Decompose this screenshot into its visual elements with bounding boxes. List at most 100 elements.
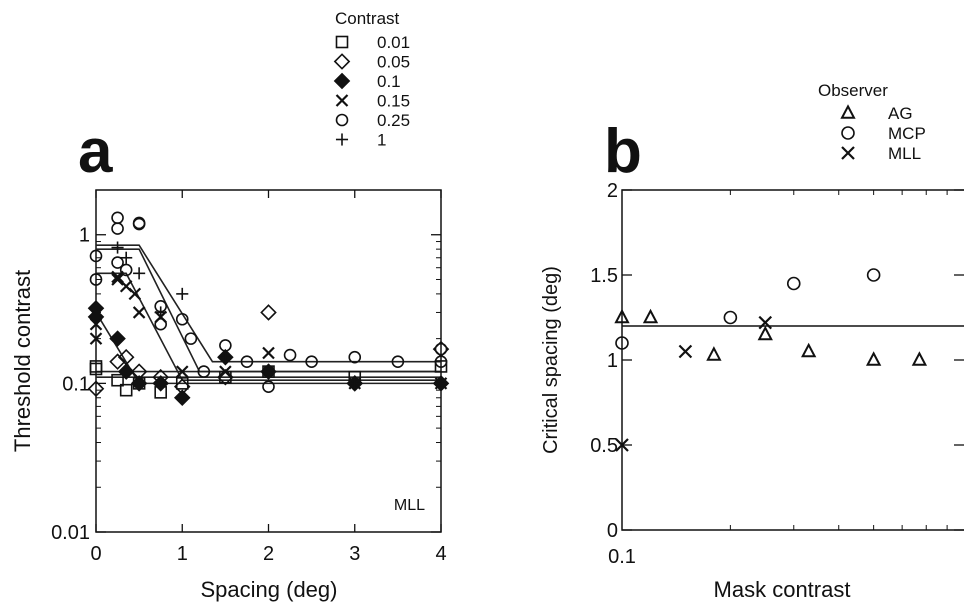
panel-a-point-series-3 <box>89 317 103 331</box>
panel-b-point-series-0 <box>706 346 722 361</box>
panel-a-legend-label: 0.01 <box>377 33 410 52</box>
panel-a-point-series-3 <box>132 306 146 319</box>
panel-a-point-series-1 <box>260 304 277 321</box>
panel-a-legend-marker <box>335 35 349 49</box>
panel-b-data-points <box>614 268 928 452</box>
panel-a-legend-label: 1 <box>377 131 386 150</box>
panel-a-point-series-4 <box>391 355 405 368</box>
panel-a-point-series-4 <box>111 222 124 235</box>
panel-a-y-tick-label: 0.1 <box>62 373 90 395</box>
panel-b-y-tick-label: 0.5 <box>590 435 618 457</box>
panel-b-point-series-1 <box>786 276 801 291</box>
panel-a-point-series-5 <box>154 306 167 319</box>
panel-a-fit-line-3 <box>96 272 441 382</box>
panel-b-x-tick-label: 0.1 <box>608 546 636 568</box>
panel-b-ticks: 00.511.520.11 <box>590 180 964 568</box>
panel-a-point-series-5 <box>348 377 361 390</box>
panel-b-y-tick-label: 1 <box>607 350 618 372</box>
panel-a-legend-label: 0.05 <box>377 53 410 72</box>
panel-a-y-tick-label: 1 <box>79 225 90 247</box>
panel-a-legend-marker <box>335 113 349 127</box>
panel-b-legend-label: MCP <box>888 124 926 143</box>
panel-a-point-series-5 <box>133 267 146 280</box>
panel-b-legend-marker <box>840 104 856 119</box>
panel-a-legend-marker <box>333 53 351 70</box>
panel-b-point-series-0 <box>642 308 659 324</box>
panel-b-y-tick-label: 0 <box>607 520 618 542</box>
panel-a-legend-label: 0.1 <box>377 72 401 91</box>
panel-a-point-series-4 <box>184 332 198 345</box>
panel-a-ticks: 0 1 2 3 4 0.01 0.1 1 <box>51 189 447 565</box>
panel-a-point-series-4 <box>89 249 103 263</box>
panel-a-y-tick-label: 0.01 <box>51 522 90 544</box>
panel-a-point-series-4 <box>111 256 124 269</box>
panel-a-point-series-4 <box>119 263 133 277</box>
panel-a-point-series-5 <box>111 241 124 254</box>
panel-a-point-series-0 <box>111 373 124 387</box>
panel-a-x-tick-label: 0 <box>90 543 101 565</box>
panel-a-point-series-4 <box>283 348 297 362</box>
panel-b-label: b <box>604 117 642 186</box>
panel-a-point-series-4 <box>262 380 275 393</box>
panel-b-point-series-1 <box>866 268 881 282</box>
panel-a-fit-line-4 <box>96 244 441 363</box>
panel-a-x-tick-label: 3 <box>349 543 360 565</box>
panel-a-point-series-5 <box>434 377 448 390</box>
panel-a-point-series-0 <box>175 377 189 390</box>
panel-a-point-series-4 <box>348 350 362 364</box>
panel-a-point-series-3 <box>175 365 189 378</box>
panel-b-point-series-0 <box>911 351 928 366</box>
panel-a-legend-marker <box>335 133 349 146</box>
panel-a-label: a <box>78 117 113 186</box>
panel-a-point-series-5 <box>219 351 232 364</box>
panel-a-x-tick-label: 2 <box>263 543 274 565</box>
panel-a-x-axis-label: Spacing (deg) <box>201 577 338 602</box>
panel-a-x-tick-label: 4 <box>435 543 446 565</box>
panel-b-point-series-1 <box>723 310 738 325</box>
panel-a-point-series-2 <box>152 375 169 392</box>
panel-a-point-series-3 <box>128 287 142 301</box>
panel-a-point-series-4 <box>175 312 189 326</box>
panel-a-point-series-2 <box>109 330 126 347</box>
panel-b-legend-label: AG <box>888 104 913 123</box>
panel-a-point-series-3 <box>111 273 124 286</box>
panel-a-point-series-3 <box>262 346 275 360</box>
panel-a-legend-marker <box>333 72 351 90</box>
panel-a-point-series-4 <box>219 339 232 352</box>
panel-a-legend-marker <box>335 94 349 107</box>
panel-a-point-series-4 <box>434 355 448 368</box>
panel-a-point-series-2 <box>130 375 148 392</box>
panel-a: a 0 1 2 3 4 0.01 0.1 1 MLL Spacing (deg) Thresh… <box>10 9 450 602</box>
panel-a-point-series-0 <box>119 383 133 397</box>
panel-b: b 00.511.520.11 Mask contrast Critical s… <box>540 81 964 602</box>
panel-a-legend-label: 0.15 <box>377 92 410 111</box>
panel-a-point-series-4 <box>240 355 254 368</box>
panel-a-point-series-4 <box>111 211 124 225</box>
panel-a-point-series-5 <box>176 287 189 300</box>
panel-b-legend-marker <box>841 146 855 160</box>
panel-a-annotation: MLL <box>394 497 425 514</box>
panel-a-point-series-2 <box>173 389 191 407</box>
panel-b-point-series-2 <box>678 344 693 359</box>
panel-a-legend-title: Contrast <box>335 9 400 28</box>
panel-b-y-tick-label: 2 <box>607 180 618 202</box>
panel-b-point-series-0 <box>614 308 630 324</box>
panel-a-point-series-4 <box>305 355 318 368</box>
panel-b-point-series-1 <box>615 336 629 350</box>
panel-a-x-tick-label: 1 <box>177 543 188 565</box>
panel-b-x-axis-label: Mask contrast <box>714 577 851 602</box>
panel-b-legend-marker <box>841 126 855 140</box>
panel-a-point-series-3 <box>89 332 103 345</box>
panel-b-legend-title: Observer <box>818 81 888 100</box>
panel-a-fit-lines <box>95 244 441 385</box>
panel-b-point-series-0 <box>801 342 817 358</box>
panel-b-point-series-2 <box>758 315 773 330</box>
panel-a-point-series-1 <box>87 380 105 398</box>
panel-b-plot-frame <box>621 189 964 531</box>
panel-a-point-series-4 <box>89 273 103 286</box>
panel-a-point-series-0 <box>434 360 448 373</box>
panel-a-point-series-4 <box>197 365 211 378</box>
panel-a-point-series-3 <box>219 365 232 378</box>
panel-b-point-series-2 <box>615 438 629 452</box>
